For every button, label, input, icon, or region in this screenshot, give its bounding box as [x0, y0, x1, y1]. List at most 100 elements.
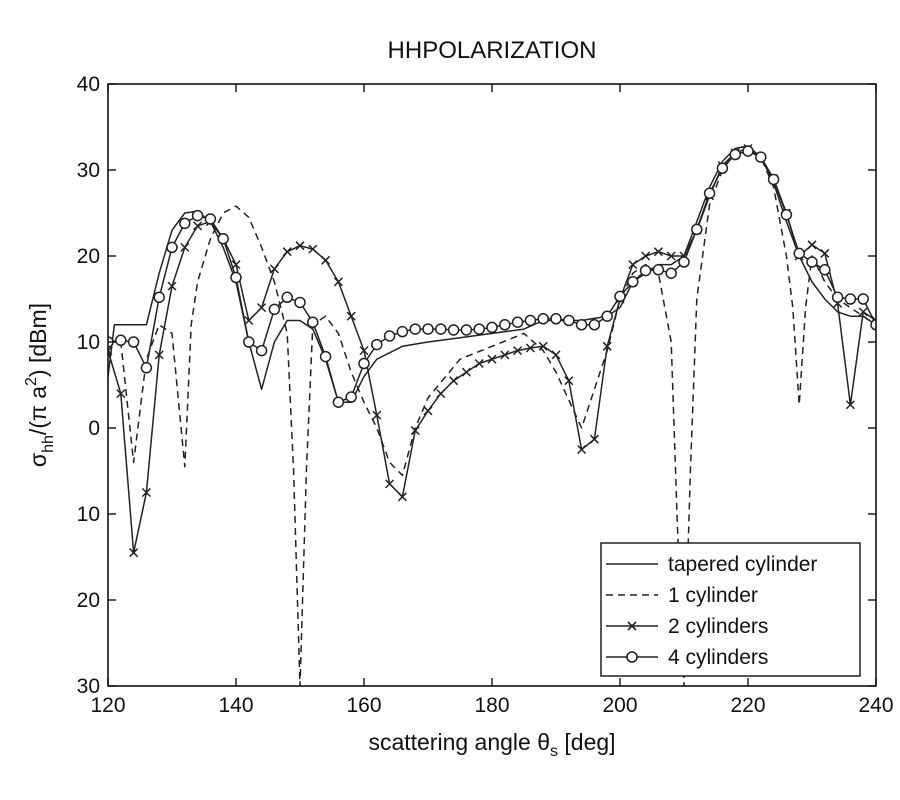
legend: tapered cylinder 1 cylinder 2 cylinders … — [600, 542, 861, 677]
point-o — [435, 323, 447, 335]
point-x — [385, 479, 395, 489]
series-line-1-cylinder — [108, 147, 876, 686]
point-o — [281, 291, 293, 304]
point-o — [486, 321, 498, 334]
point-o — [870, 319, 876, 331]
legend-box — [600, 542, 861, 677]
point-o — [153, 291, 165, 304]
point-o — [729, 148, 741, 161]
point-o — [742, 145, 754, 157]
point-o — [371, 338, 383, 351]
legend-label-4-cylinders: 4 cylinders — [668, 646, 768, 669]
point-o — [716, 162, 729, 175]
point-o — [460, 324, 473, 336]
tick-marks — [107, 83, 877, 687]
point-x — [641, 251, 651, 261]
point-o — [255, 344, 268, 357]
point-x — [346, 311, 356, 321]
legend-label-2-cylinders: 2 cylinders — [668, 615, 768, 638]
y-axis-label: σhh/(π a2) [dBm] — [23, 303, 57, 467]
point-o — [166, 241, 178, 254]
legend-label-1-cylinder: 1 cylinder — [668, 584, 758, 607]
point-o — [857, 293, 869, 305]
point-x — [461, 367, 471, 377]
point-o — [243, 336, 255, 348]
y-tick-label: 10 — [77, 503, 100, 526]
point-x — [397, 492, 407, 502]
point-x — [116, 389, 126, 399]
x-tick-label: 160 — [346, 694, 381, 717]
point-o — [831, 291, 844, 304]
point-o — [204, 213, 217, 225]
point-x — [487, 354, 497, 364]
point-o — [755, 151, 767, 163]
series-1-cylinder — [108, 147, 876, 686]
point-o — [575, 319, 588, 331]
point-o — [473, 323, 485, 335]
point-x — [154, 350, 164, 360]
point-x — [551, 350, 561, 360]
point-x — [308, 244, 318, 254]
point-x — [244, 315, 254, 326]
point-x — [108, 346, 113, 356]
point-x — [129, 548, 139, 558]
point-o — [230, 271, 242, 284]
x-axis-label: scattering angle θs [deg] — [368, 729, 615, 760]
point-x — [564, 376, 574, 386]
series-line-tapered-cylinder — [108, 145, 876, 403]
point-x — [577, 444, 587, 455]
y-tick-label: 30 — [77, 159, 100, 182]
point-o — [217, 233, 229, 245]
point-x — [449, 376, 459, 386]
point-o — [819, 264, 831, 276]
point-o — [793, 247, 805, 260]
point-o — [550, 313, 562, 325]
point-x — [807, 240, 817, 250]
point-x — [193, 221, 203, 231]
y-tick-label: 10 — [77, 331, 100, 354]
point-x — [602, 341, 612, 351]
point-x — [653, 247, 663, 257]
x-tick-label: 240 — [858, 694, 893, 717]
legend-item-4-cylinders: 4 cylinders — [606, 646, 768, 669]
point-o — [691, 223, 703, 236]
point-o — [780, 208, 793, 221]
point-o — [307, 316, 319, 328]
point-x — [295, 241, 305, 251]
point-o — [614, 290, 626, 303]
point-x — [359, 346, 369, 356]
point-o — [396, 325, 409, 338]
legend-marker-x — [627, 621, 637, 631]
point-o — [358, 357, 370, 370]
y-tick-label: 30 — [77, 675, 100, 698]
point-o — [319, 350, 332, 363]
y-tick-label: 20 — [77, 589, 100, 612]
point-x — [820, 248, 830, 258]
x-tick-label: 220 — [730, 694, 765, 717]
legend-marker-o — [626, 651, 638, 663]
point-x — [372, 410, 382, 420]
x-tick-label: 200 — [602, 694, 637, 717]
point-o — [294, 296, 306, 309]
point-x — [845, 400, 855, 410]
point-o — [447, 324, 460, 336]
x-tick-label: 140 — [218, 694, 253, 717]
point-o — [703, 187, 716, 199]
point-o — [627, 276, 639, 288]
point-o — [409, 323, 421, 335]
point-o — [332, 396, 345, 408]
point-x — [436, 389, 446, 399]
point-o — [806, 256, 818, 268]
point-o — [639, 264, 652, 277]
point-x — [257, 303, 267, 313]
point-x — [180, 242, 190, 252]
point-o — [115, 334, 127, 347]
point-x — [513, 346, 523, 356]
legend-item-2-cylinders: 2 cylinders — [606, 615, 768, 638]
point-x — [538, 341, 548, 351]
point-x — [500, 350, 510, 360]
point-o — [191, 209, 204, 222]
tick-labels: 120 140 160 180 200 220 240 40 30 20 10 0 10 20 30 — [77, 73, 894, 717]
point-x — [474, 358, 484, 369]
